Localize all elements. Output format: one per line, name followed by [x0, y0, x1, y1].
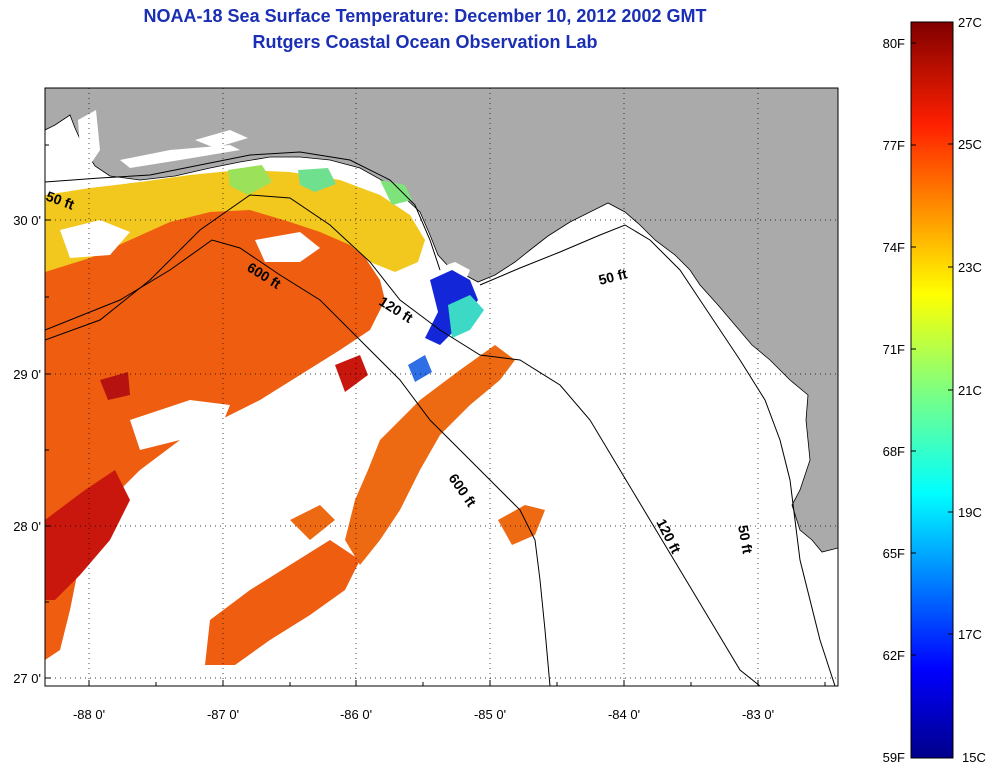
- choctawhatchee-bay: [195, 130, 248, 148]
- nodata-cloud-c: [80, 530, 290, 685]
- sst-patch-south: [205, 540, 360, 665]
- colorbar-c-label: 17C: [958, 627, 982, 642]
- lat-tick-label: 28 0': [13, 519, 41, 534]
- lat-tick-label: 27 0': [13, 671, 41, 686]
- colorbar-f-label: 71F: [883, 342, 905, 357]
- pensacola-bay: [120, 145, 240, 168]
- sst-patch-yellow: [45, 170, 425, 272]
- colorbar-c-label: 23C: [958, 260, 982, 275]
- mobile-bay: [78, 110, 100, 165]
- colorbar-f-label: 80F: [883, 36, 905, 51]
- plot-frame: [44, 87, 839, 687]
- sst-patch-green-b: [298, 168, 336, 192]
- colorbar-f-label: 74F: [883, 240, 905, 255]
- colorbar-f-label: 68F: [883, 444, 905, 459]
- colorbar-gradient: [910, 21, 954, 759]
- colorbar-c-label: 19C: [958, 505, 982, 520]
- land-mass: [45, 88, 838, 553]
- sst-patch-central: [345, 345, 515, 565]
- colorbar-c-label: 25C: [958, 137, 982, 152]
- colorbar-f-label: 62F: [883, 648, 905, 663]
- sst-patch-cool: [448, 295, 484, 338]
- lon-tick-label: -84 0': [608, 707, 640, 722]
- colorbar-f-label: 77F: [883, 138, 905, 153]
- sst-patch-hot-c: [100, 372, 130, 400]
- map-title: NOAA-18 Sea Surface Temperature: Decembe…: [143, 6, 707, 26]
- contour-label: 50 ft: [735, 524, 756, 555]
- lon-tick-label: -83 0': [742, 707, 774, 722]
- nodata-cloud-b: [60, 220, 130, 258]
- lon-tick-label: -87 0': [207, 707, 239, 722]
- sst-patch-east: [498, 505, 545, 545]
- lon-tick-label: -88 0': [73, 707, 105, 722]
- lat-tick-label: 29 0': [13, 367, 41, 382]
- contour-50ft-west: [45, 151, 441, 271]
- colorbar-c-label: 21C: [958, 383, 982, 398]
- lon-tick-label: -85 0': [474, 707, 506, 722]
- colorbar-f-label: 59F: [883, 750, 905, 765]
- nodata-cloud-a: [130, 400, 230, 450]
- axis-ticks: [45, 144, 826, 686]
- colorbar-ticks: [911, 42, 953, 656]
- lat-tick-label: 30 0': [13, 213, 41, 228]
- nodata-cloud-d: [255, 232, 320, 262]
- contour-120ft: [45, 194, 761, 686]
- sst-patch-hot-b: [335, 355, 368, 392]
- map-subtitle: Rutgers Coastal Ocean Observation Lab: [252, 32, 598, 52]
- colorbar: 80F 77F 74F 71F 68F 65F 62F 59F 27C 25C …: [883, 15, 986, 765]
- sst-patch-blue: [408, 355, 432, 382]
- sst-patch-green-c: [380, 180, 412, 205]
- contour-50ft-east: [479, 224, 836, 686]
- sst-patch-green-a: [228, 165, 272, 195]
- sst-patch-hot-a: [45, 470, 130, 600]
- lon-tick-label: -86 0': [340, 707, 372, 722]
- contour-label: 50 ft: [597, 265, 629, 288]
- colorbar-c-label: 15C: [962, 750, 986, 765]
- contour-600ft: [45, 239, 551, 686]
- grid-lines: [45, 88, 838, 686]
- colorbar-f-label: 65F: [883, 546, 905, 561]
- colorbar-c-label: 27C: [958, 15, 982, 30]
- sst-patch-west: [45, 195, 385, 660]
- sst-patch-orange-south: [290, 505, 335, 540]
